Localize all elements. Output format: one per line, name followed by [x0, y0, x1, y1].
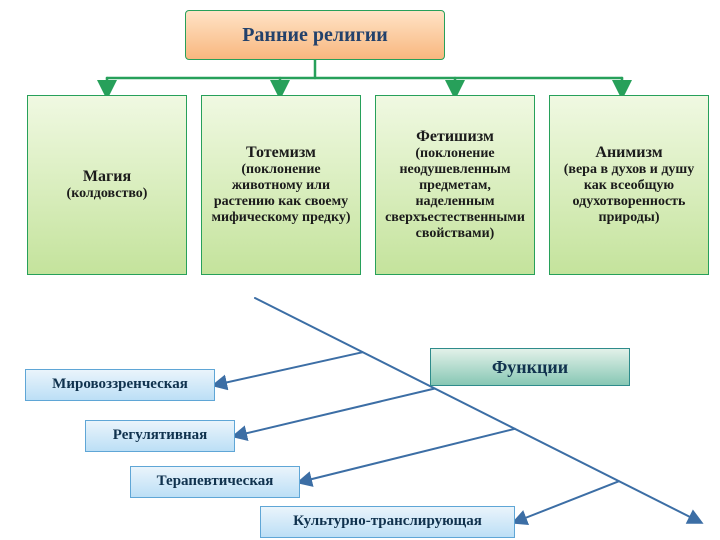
- function-box-1: Регулятивная: [85, 420, 235, 452]
- type-desc: (колдовство): [61, 186, 154, 202]
- type-title: Тотемизм: [202, 144, 360, 162]
- type-inner: Анимизм (вера в духов и душу как всеобщу…: [550, 144, 708, 227]
- type-desc: (поклонение животному или растению как с…: [202, 162, 360, 226]
- function-label: Мировоззренческая: [52, 376, 188, 393]
- title-text: Ранние религии: [242, 24, 388, 47]
- function-label: Терапевтическая: [157, 473, 274, 490]
- type-box-3: Анимизм (вера в духов и душу как всеобщу…: [549, 95, 709, 275]
- type-title: Фетишизм: [376, 128, 534, 146]
- type-title: Анимизм: [550, 144, 708, 162]
- title-box: Ранние религии: [185, 10, 445, 60]
- function-label: Культурно-транслирующая: [293, 513, 482, 530]
- function-box-0: Мировоззренческая: [25, 369, 215, 401]
- type-desc: (вера в духов и душу как всеобщую одухот…: [550, 162, 708, 226]
- type-inner: Тотемизм (поклонение животному или расте…: [202, 144, 360, 227]
- type-box-0: Магия (колдовство): [27, 95, 187, 275]
- functions-title: Функции: [430, 348, 630, 386]
- type-desc: (поклонение неодушевленным предметам, на…: [376, 146, 534, 243]
- type-box-1: Тотемизм (поклонение животному или расте…: [201, 95, 361, 275]
- function-box-2: Терапевтическая: [130, 466, 300, 498]
- function-box-3: Культурно-транслирующая: [260, 506, 515, 538]
- type-title: Магия: [61, 168, 154, 186]
- type-inner: Фетишизм (поклонение неодушевленным пред…: [376, 128, 534, 243]
- function-label: Регулятивная: [113, 427, 207, 444]
- type-box-2: Фетишизм (поклонение неодушевленным пред…: [375, 95, 535, 275]
- functions-title-text: Функции: [492, 357, 568, 378]
- type-inner: Магия (колдовство): [61, 168, 154, 202]
- diagram-stage: { "canvas":{"w":720,"h":540,"bg":"#fffff…: [0, 0, 720, 540]
